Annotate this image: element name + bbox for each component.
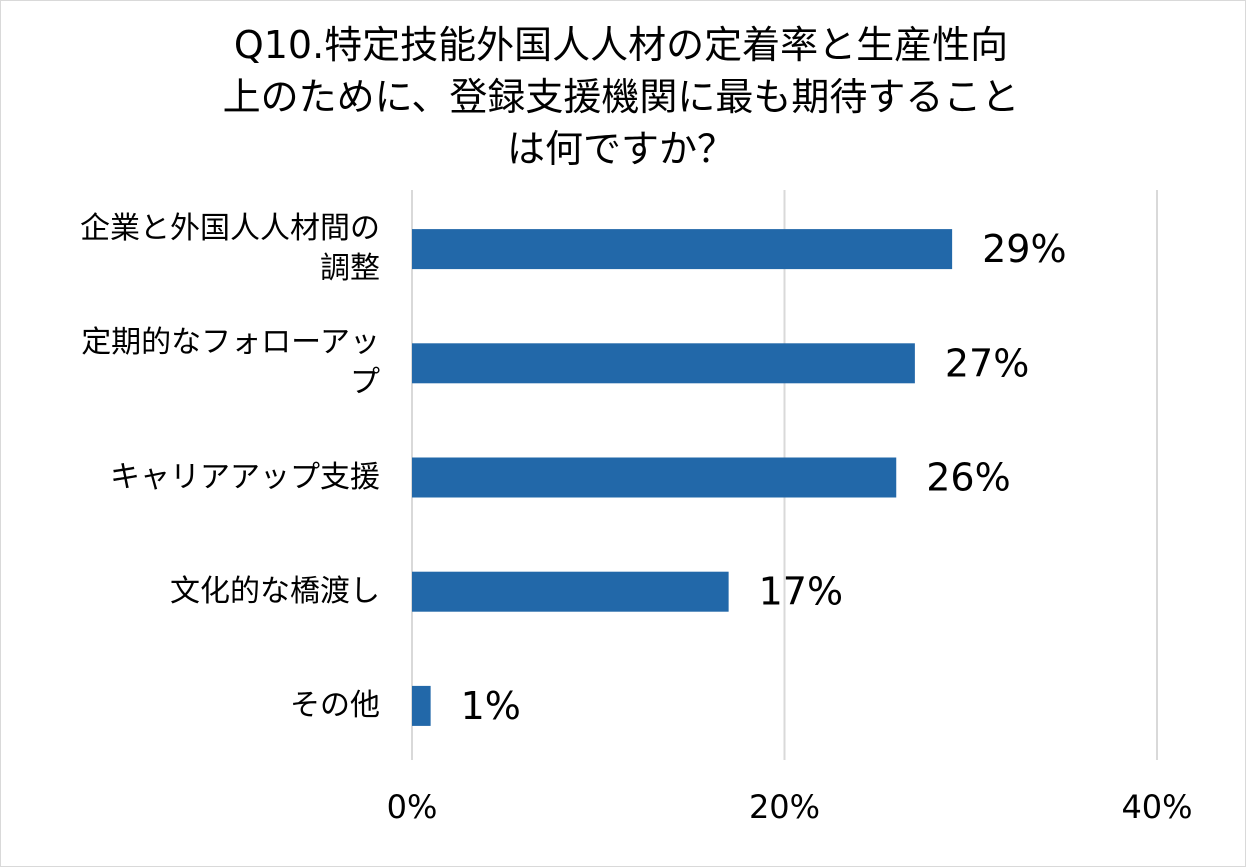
data-label: 27% xyxy=(945,341,1029,385)
bar xyxy=(412,457,897,498)
bar xyxy=(412,685,431,726)
bar xyxy=(412,343,915,384)
x-tick-label: 40% xyxy=(1121,788,1192,826)
data-label: 29% xyxy=(982,227,1066,271)
category-label-line: 文化的な橋渡し xyxy=(170,573,380,609)
bar xyxy=(412,229,953,270)
category-label: キャリアアップ支援 xyxy=(0,458,380,498)
data-label: 1% xyxy=(461,684,521,728)
bar xyxy=(412,571,729,612)
category-label-line: キャリアアップ支援 xyxy=(110,459,380,495)
category-label: その他 xyxy=(0,686,380,726)
category-label-line: プ xyxy=(350,365,380,401)
data-label: 17% xyxy=(759,570,843,614)
chart-title: Q10.特定技能外国人人材の定着率と生産性向 上のために、登録支援機関に最も期待… xyxy=(131,19,1111,175)
chart-title-line-1: Q10.特定技能外国人人材の定着率と生産性向 xyxy=(233,23,1009,67)
category-label-line: その他 xyxy=(290,687,380,723)
category-label-line: 調整 xyxy=(320,251,380,287)
x-tick-label: 20% xyxy=(749,788,820,826)
category-label: 定期的なフォローアップ xyxy=(0,323,380,403)
category-label: 文化的な橋渡し xyxy=(0,572,380,612)
data-label: 26% xyxy=(926,456,1010,500)
chart-title-line-3: は何ですか？ xyxy=(506,127,735,171)
category-label: 企業と外国人人材間の調整 xyxy=(0,209,380,289)
category-label-line: 定期的なフォローアッ xyxy=(81,325,380,361)
x-tick-label: 0% xyxy=(387,788,438,826)
chart-title-line-2: 上のために、登録支援機関に最も期待すること xyxy=(222,75,1020,119)
category-label-line: 企業と外国人人材間の xyxy=(80,211,380,247)
